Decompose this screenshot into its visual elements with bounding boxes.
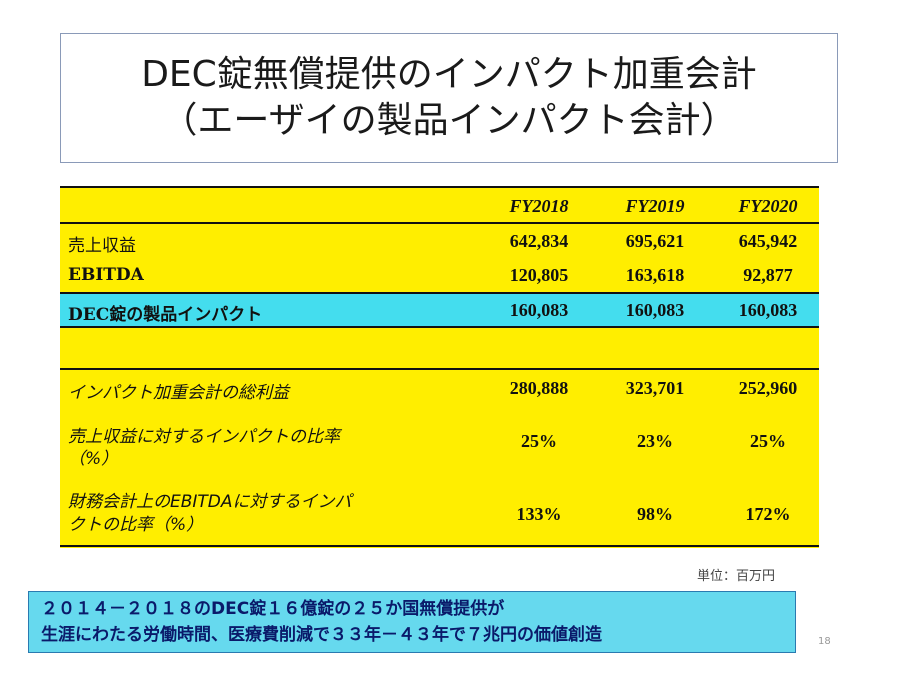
dec-impact-fy2019: 160,083 [625, 300, 685, 320]
unit-note: 単位：百万円 [697, 569, 776, 584]
revenue-ratio-fy2020: 25% [750, 431, 786, 451]
dec-impact-fy2020: 160,083 [738, 300, 798, 320]
revenue-ratio-fy2019: 23% [637, 431, 673, 451]
table-top-border [60, 186, 819, 188]
header-fy2020: FY2020 [738, 196, 798, 216]
revenue-fy2018: 642,834 [509, 231, 569, 251]
gross-profit-fy2020: 252,960 [738, 378, 798, 398]
ebitda-fy2018: 120,805 [509, 265, 569, 285]
section-divider [60, 368, 819, 370]
row-label-revenue-ratio-unit: （%） [68, 449, 119, 469]
row-label-ebitda-ratio: 財務会計上のEBITDAに対するインパ [68, 492, 352, 512]
header-fy2019: FY2019 [625, 196, 685, 216]
row-label-revenue-ratio: 売上収益に対するインパクトの比率 [68, 427, 340, 447]
revenue-fy2020: 645,942 [738, 231, 798, 251]
highlight-bottom-border [60, 326, 819, 328]
row-label-ebitda: EBITDA [68, 265, 144, 285]
header-divider [60, 222, 819, 224]
ebitda-ratio-fy2020: 172% [745, 504, 791, 524]
ebitda-ratio-fy2018: 133% [516, 504, 562, 524]
page-number: 18 [818, 636, 831, 647]
ebitda-ratio-fy2019: 98% [637, 504, 673, 524]
row-label-dec-impact: DEC錠の製品インパクト [68, 305, 263, 325]
highlight-top-border [60, 292, 819, 294]
gross-profit-fy2019: 323,701 [625, 378, 685, 398]
slide-title-line-2: （エーザイの製品インパクト会計） [161, 100, 737, 141]
dec-impact-fy2018: 160,083 [509, 300, 569, 320]
ebitda-fy2019: 163,618 [625, 265, 685, 285]
footer-line-2: 生涯にわたる労働時間、医療費削減で３３年－４３年で７兆円の価値創造 [41, 625, 602, 645]
revenue-ratio-fy2018: 25% [521, 431, 557, 451]
slide-title-line-1: DEC錠無償提供のインパクト加重会計 [141, 54, 757, 95]
row-label-gross-profit: インパクト加重会計の総利益 [68, 383, 289, 403]
gross-profit-fy2018: 280,888 [509, 378, 569, 398]
ebitda-fy2020: 92,877 [743, 265, 793, 285]
slide-title-box: DEC錠無償提供のインパクト加重会計 （エーザイの製品インパクト会計） [60, 33, 838, 163]
header-fy2018: FY2018 [509, 196, 569, 216]
impact-table: FY2018 FY2019 FY2020 売上収益 642,834 695,62… [60, 186, 819, 548]
revenue-fy2019: 695,621 [625, 231, 685, 251]
row-label-ebitda-ratio-unit: クトの比率（%） [68, 515, 204, 535]
footer-callout: ２０１４－２０１８のDEC錠１６億錠の２５か国無償提供が 生涯にわたる労働時間、… [28, 591, 796, 653]
footer-line-1: ２０１４－２０１８のDEC錠１６億錠の２５か国無償提供が [41, 599, 505, 619]
highlight-row [60, 294, 819, 326]
row-label-revenue: 売上収益 [68, 236, 136, 256]
table-bottom-border [60, 545, 819, 547]
